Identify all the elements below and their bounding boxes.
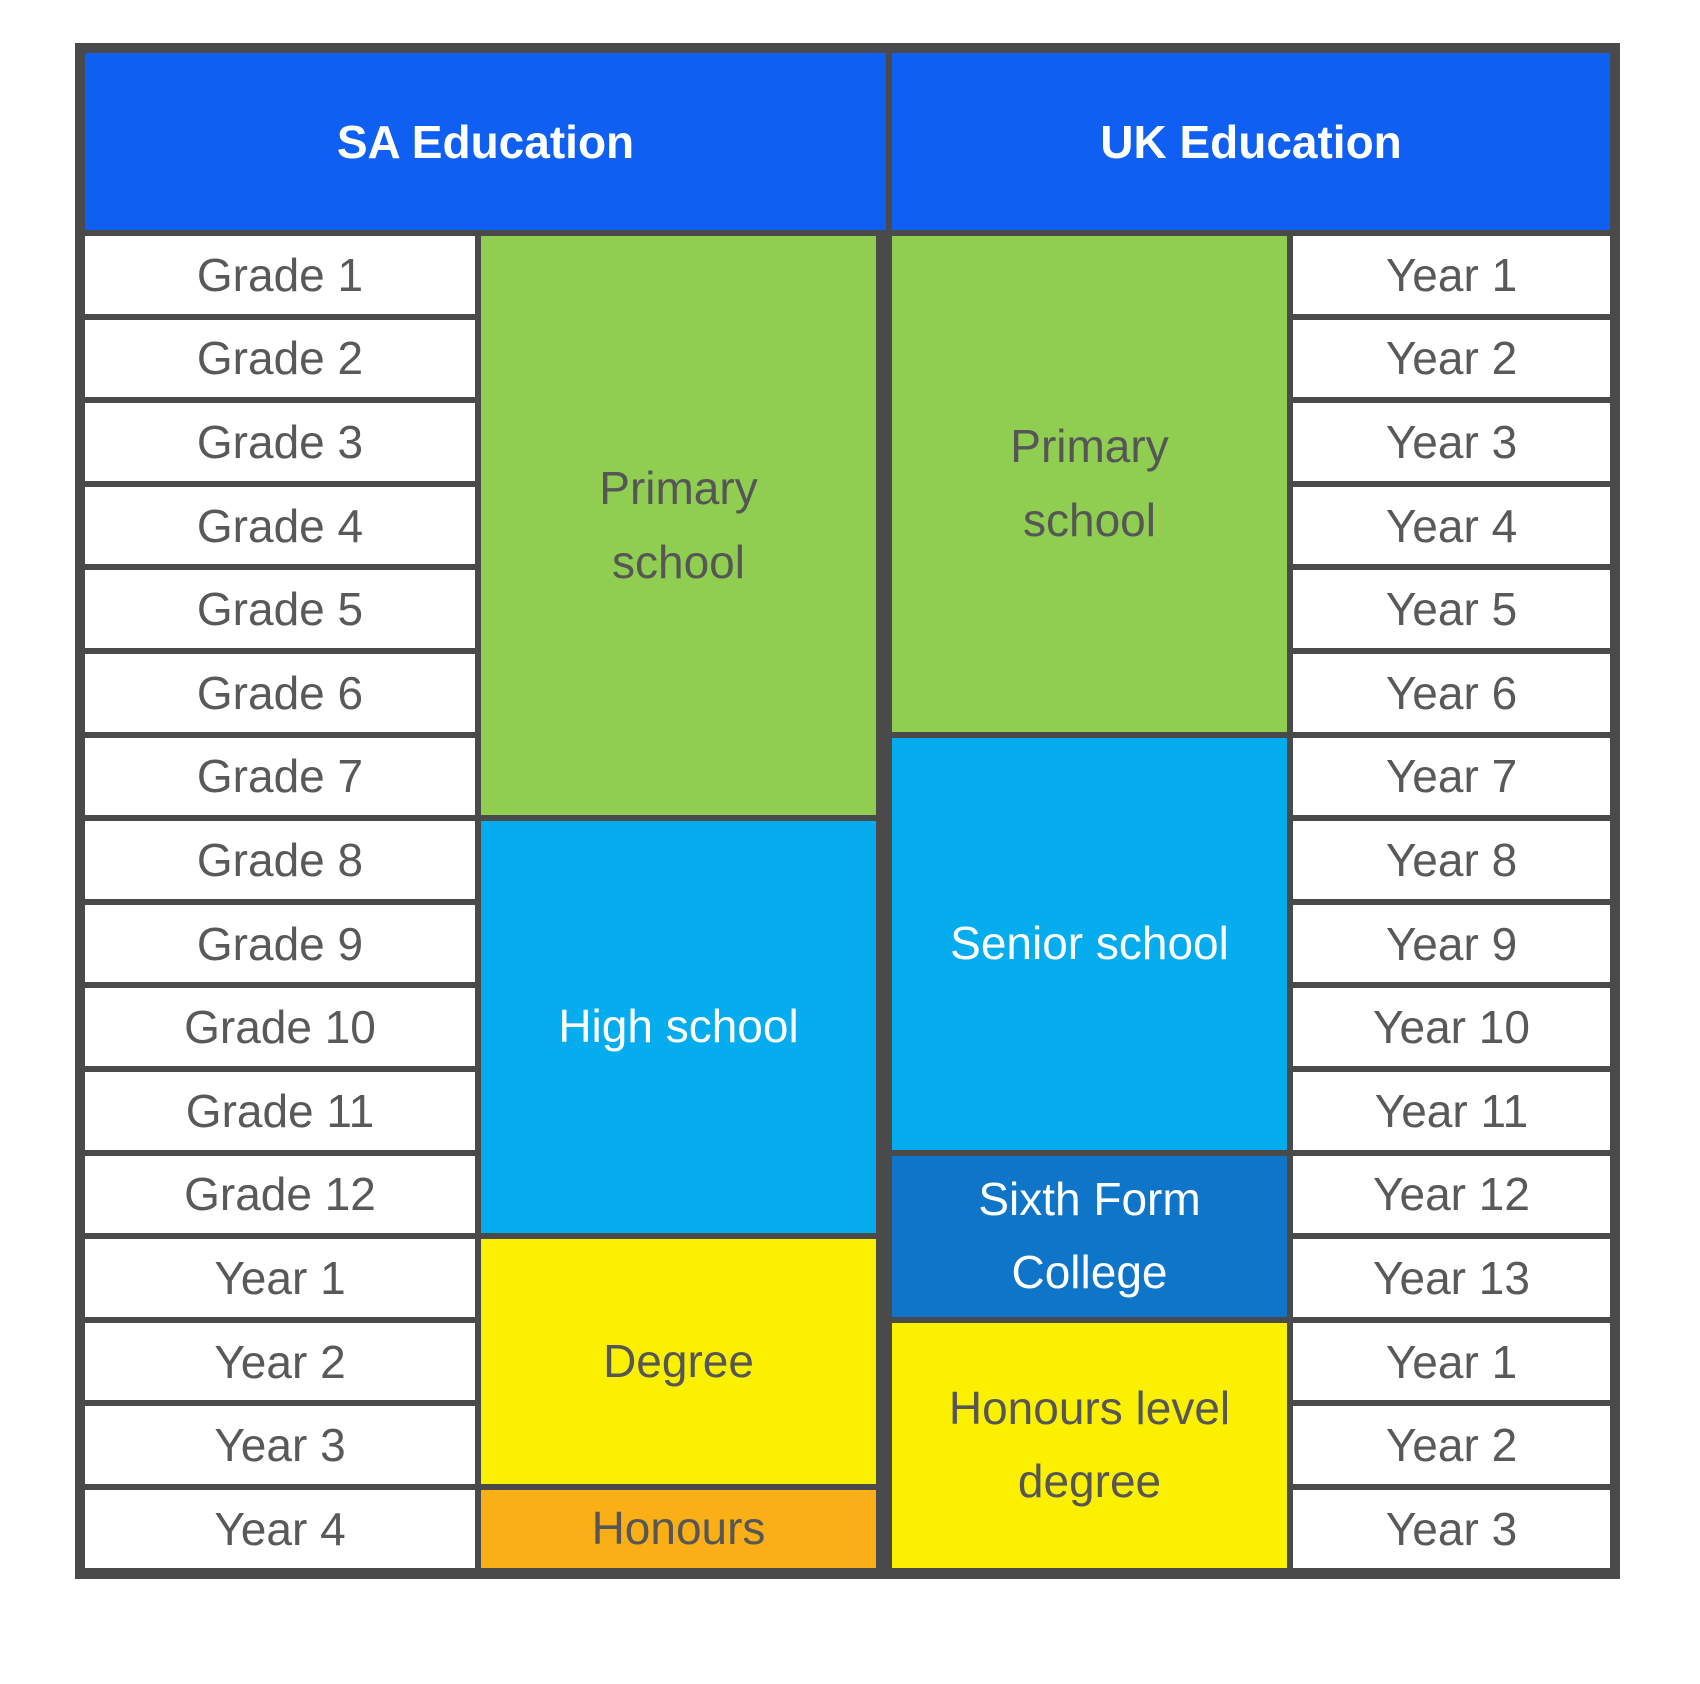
sa-row-label-grade-5: Grade 5 [85, 570, 475, 648]
sa-row-label-grade-10: Grade 10 [85, 988, 475, 1066]
sa-row-label-grade-8: Grade 8 [85, 821, 475, 899]
sa-row-label-year-1: Year 1 [85, 1239, 475, 1317]
uk-primary-school-block: Primary school [892, 236, 1287, 732]
sa-row-label-grade-11: Grade 11 [85, 1071, 475, 1150]
table-grid: SA Education UK Education Grade 1 Grade … [85, 53, 1610, 1569]
uk-row-label-year-12: Year 12 [1293, 1155, 1610, 1234]
sa-row-label-year-2: Year 2 [85, 1322, 475, 1401]
uk-row-label-degree-year-1: Year 1 [1293, 1322, 1610, 1401]
uk-row-label-year-1: Year 1 [1293, 236, 1610, 314]
sa-row-label-grade-7: Grade 7 [85, 737, 475, 816]
uk-row-label-degree-year-3: Year 3 [1293, 1489, 1610, 1568]
uk-row-label-year-3: Year 3 [1293, 403, 1610, 481]
sa-high-school-block: High school [481, 821, 876, 1234]
sa-row-label-grade-1: Grade 1 [85, 236, 475, 314]
uk-row-label-year-4: Year 4 [1293, 486, 1610, 565]
sa-degree-block: Degree [481, 1239, 876, 1484]
uk-row-label-degree-year-2: Year 2 [1293, 1406, 1610, 1484]
sa-honours-block: Honours [481, 1489, 876, 1568]
uk-row-label-year-10: Year 10 [1293, 988, 1610, 1066]
education-comparison-table: SA Education UK Education Grade 1 Grade … [75, 43, 1620, 1579]
uk-row-label-year-11: Year 11 [1293, 1071, 1610, 1150]
uk-row-label-year-7: Year 7 [1293, 737, 1610, 816]
uk-education-header: UK Education [892, 53, 1610, 230]
uk-honours-level-degree-block: Honours level degree [892, 1322, 1287, 1568]
uk-row-label-year-8: Year 8 [1293, 821, 1610, 899]
sa-row-label-year-4: Year 4 [85, 1489, 475, 1568]
sa-row-label-year-3: Year 3 [85, 1406, 475, 1484]
uk-row-label-year-9: Year 9 [1293, 904, 1610, 983]
sa-education-header: SA Education [85, 53, 886, 230]
uk-row-label-year-6: Year 6 [1293, 653, 1610, 732]
sa-row-label-grade-4: Grade 4 [85, 486, 475, 565]
uk-sixth-form-college-block: Sixth Form College [892, 1155, 1287, 1317]
sa-row-label-grade-9: Grade 9 [85, 904, 475, 983]
sa-row-label-grade-12: Grade 12 [85, 1155, 475, 1234]
sa-row-label-grade-2: Grade 2 [85, 319, 475, 398]
uk-senior-school-block: Senior school [892, 737, 1287, 1150]
sa-primary-school-block: Primary school [481, 236, 876, 816]
uk-row-label-year-2: Year 2 [1293, 319, 1610, 398]
uk-row-label-year-5: Year 5 [1293, 570, 1610, 648]
sa-row-label-grade-3: Grade 3 [85, 403, 475, 481]
sa-row-label-grade-6: Grade 6 [85, 653, 475, 732]
uk-row-label-year-13: Year 13 [1293, 1239, 1610, 1317]
